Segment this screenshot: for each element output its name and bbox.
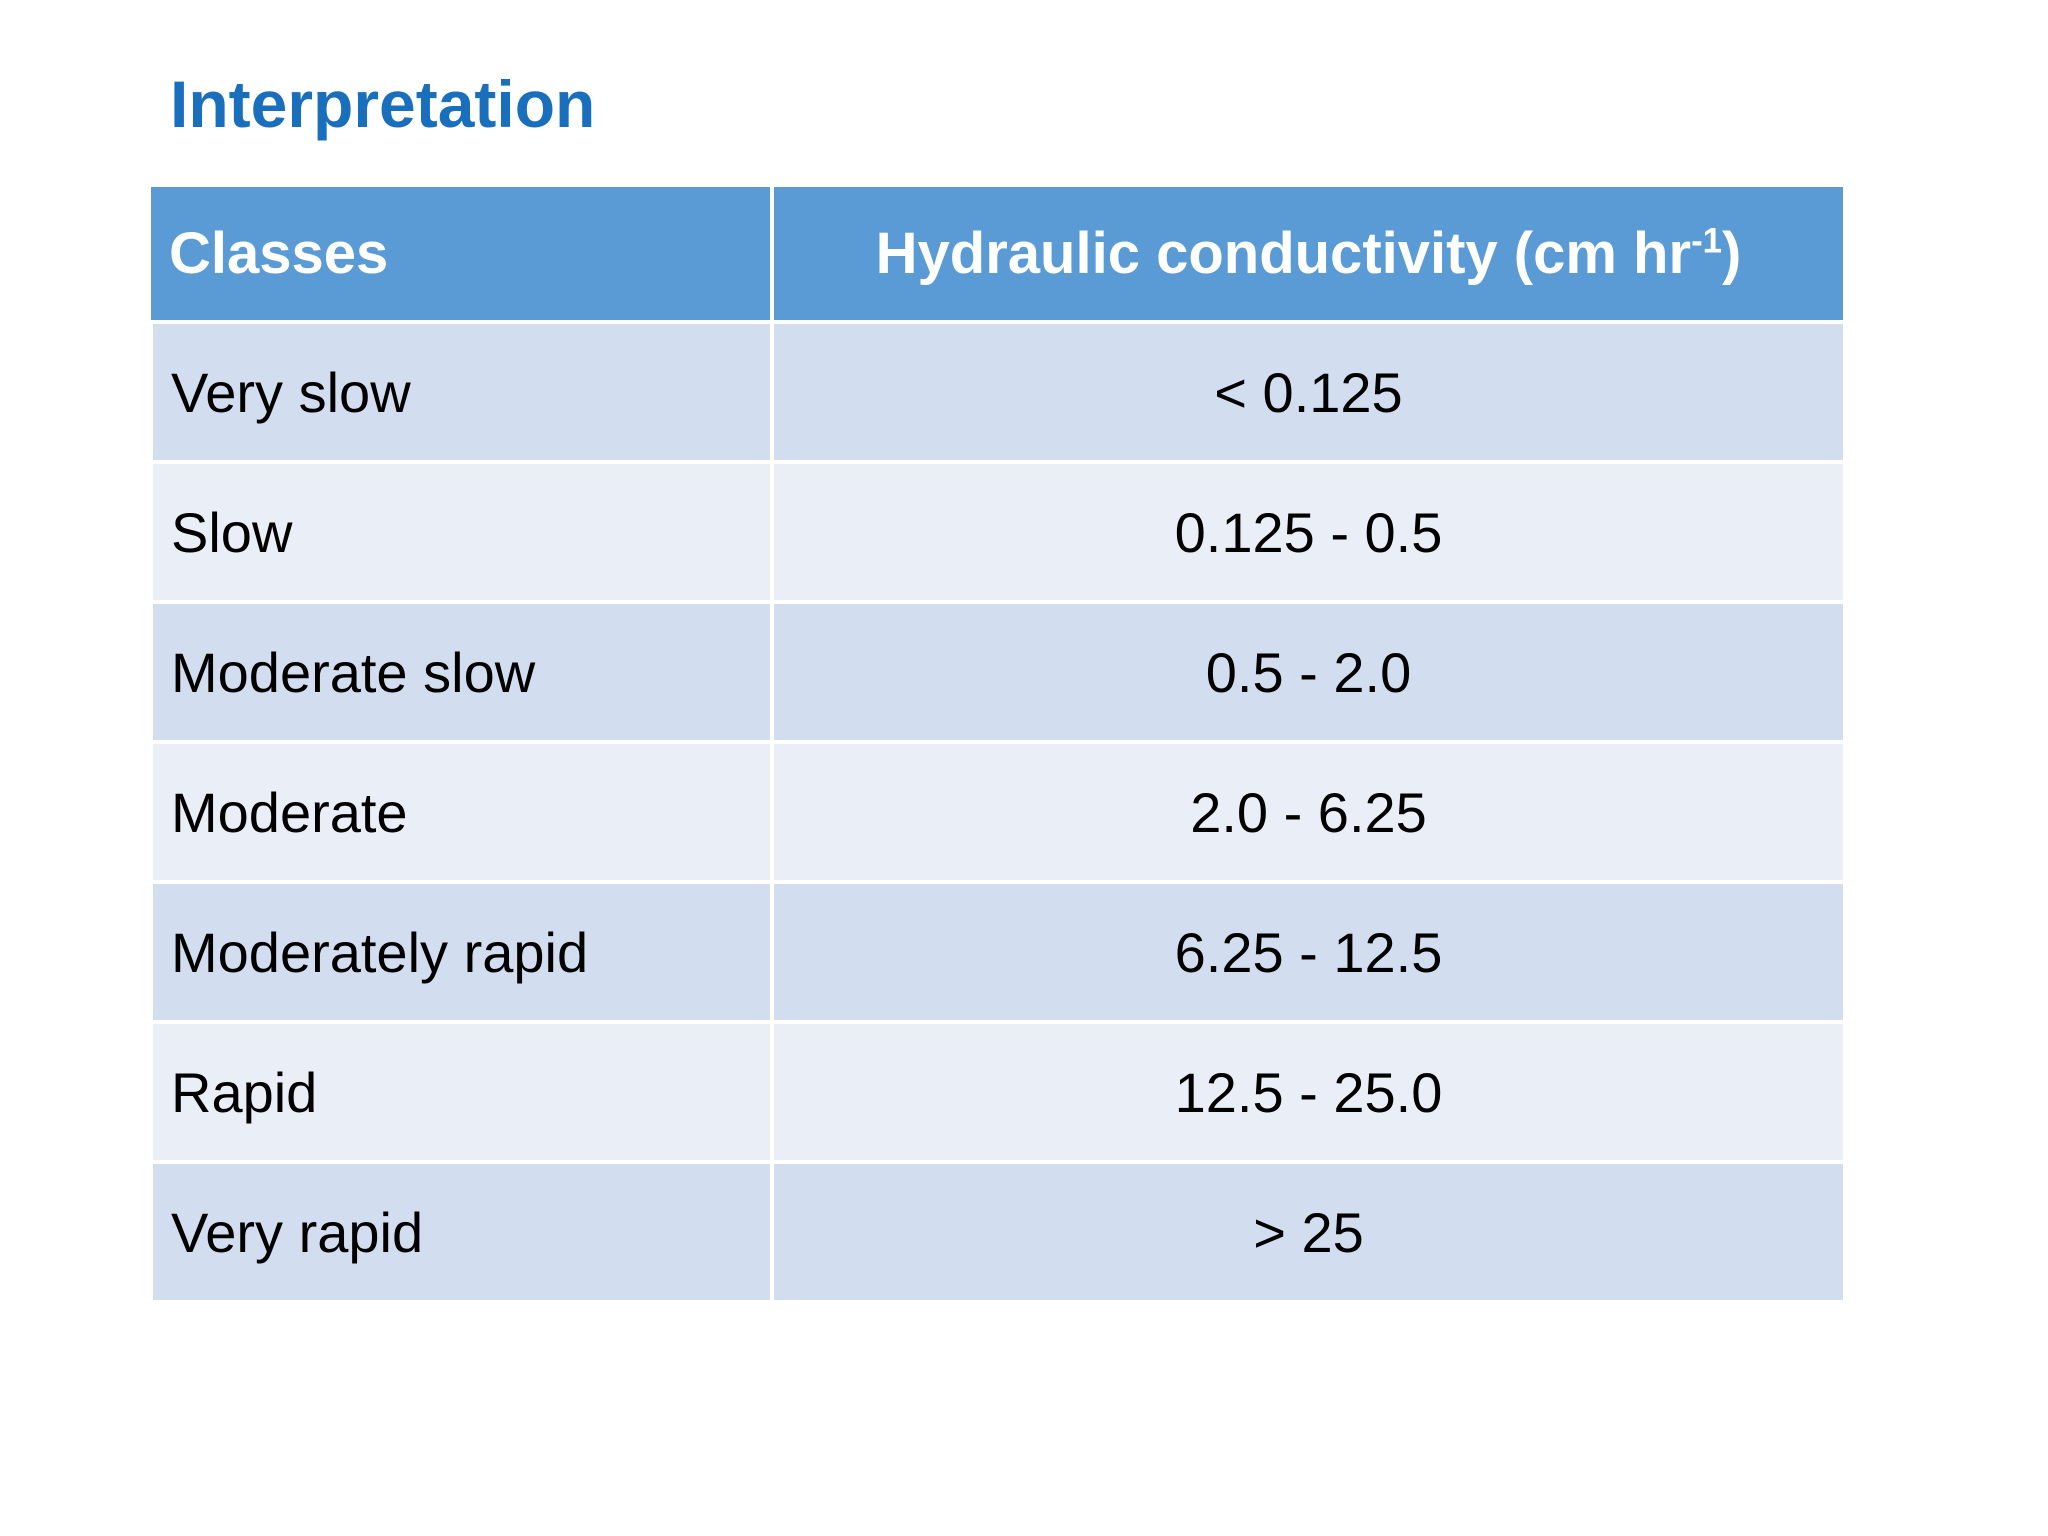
conductivity-cell: 0.125 - 0.5 [770,460,1847,604]
class-cell: Moderately rapid [149,880,774,1024]
class-cell: Very rapid [149,1160,774,1304]
conductivity-table: Classes Hydraulic conductivity (cm hr-1)… [149,187,1847,1304]
header-text: Hydraulic conductivity (cm hr [875,221,1692,286]
table-row: Very rapid > 25 [149,1160,1847,1304]
slide-title: Interpretation [170,67,596,141]
class-cell: Moderate slow [149,600,774,744]
conductivity-cell: 12.5 - 25.0 [770,1020,1847,1164]
header-superscript: -1 [1691,221,1723,261]
header-row: Classes Hydraulic conductivity (cm hr-1) [151,187,1847,324]
class-cell: Slow [149,460,774,604]
table-row: Moderately rapid 6.25 - 12.5 [149,880,1847,1024]
header-cell: Hydraulic conductivity (cm hr-1) [770,187,1847,324]
table-row: Slow 0.125 - 0.5 [149,460,1847,604]
conductivity-cell: 0.5 - 2.0 [770,600,1847,744]
class-cell: Moderate [149,740,774,884]
class-cell: Rapid [149,1020,774,1164]
conductivity-cell: 2.0 - 6.25 [770,740,1847,884]
class-cell: Very slow [149,320,774,464]
table-row: Very slow < 0.125 [149,320,1847,464]
header-cell: Classes [151,187,774,324]
table-row: Moderate slow 0.5 - 2.0 [149,600,1847,744]
header-suffix: ) [1722,221,1742,286]
table-row: Rapid 12.5 - 25.0 [149,1020,1847,1164]
conductivity-cell: < 0.125 [770,320,1847,464]
conductivity-cell: 6.25 - 12.5 [770,880,1847,1024]
table-body: Very slow < 0.125 Slow 0.125 - 0.5 Moderate … [149,320,1847,1304]
conductivity-cell: > 25 [770,1160,1847,1304]
table-row: Moderate 2.0 - 6.25 [149,740,1847,884]
